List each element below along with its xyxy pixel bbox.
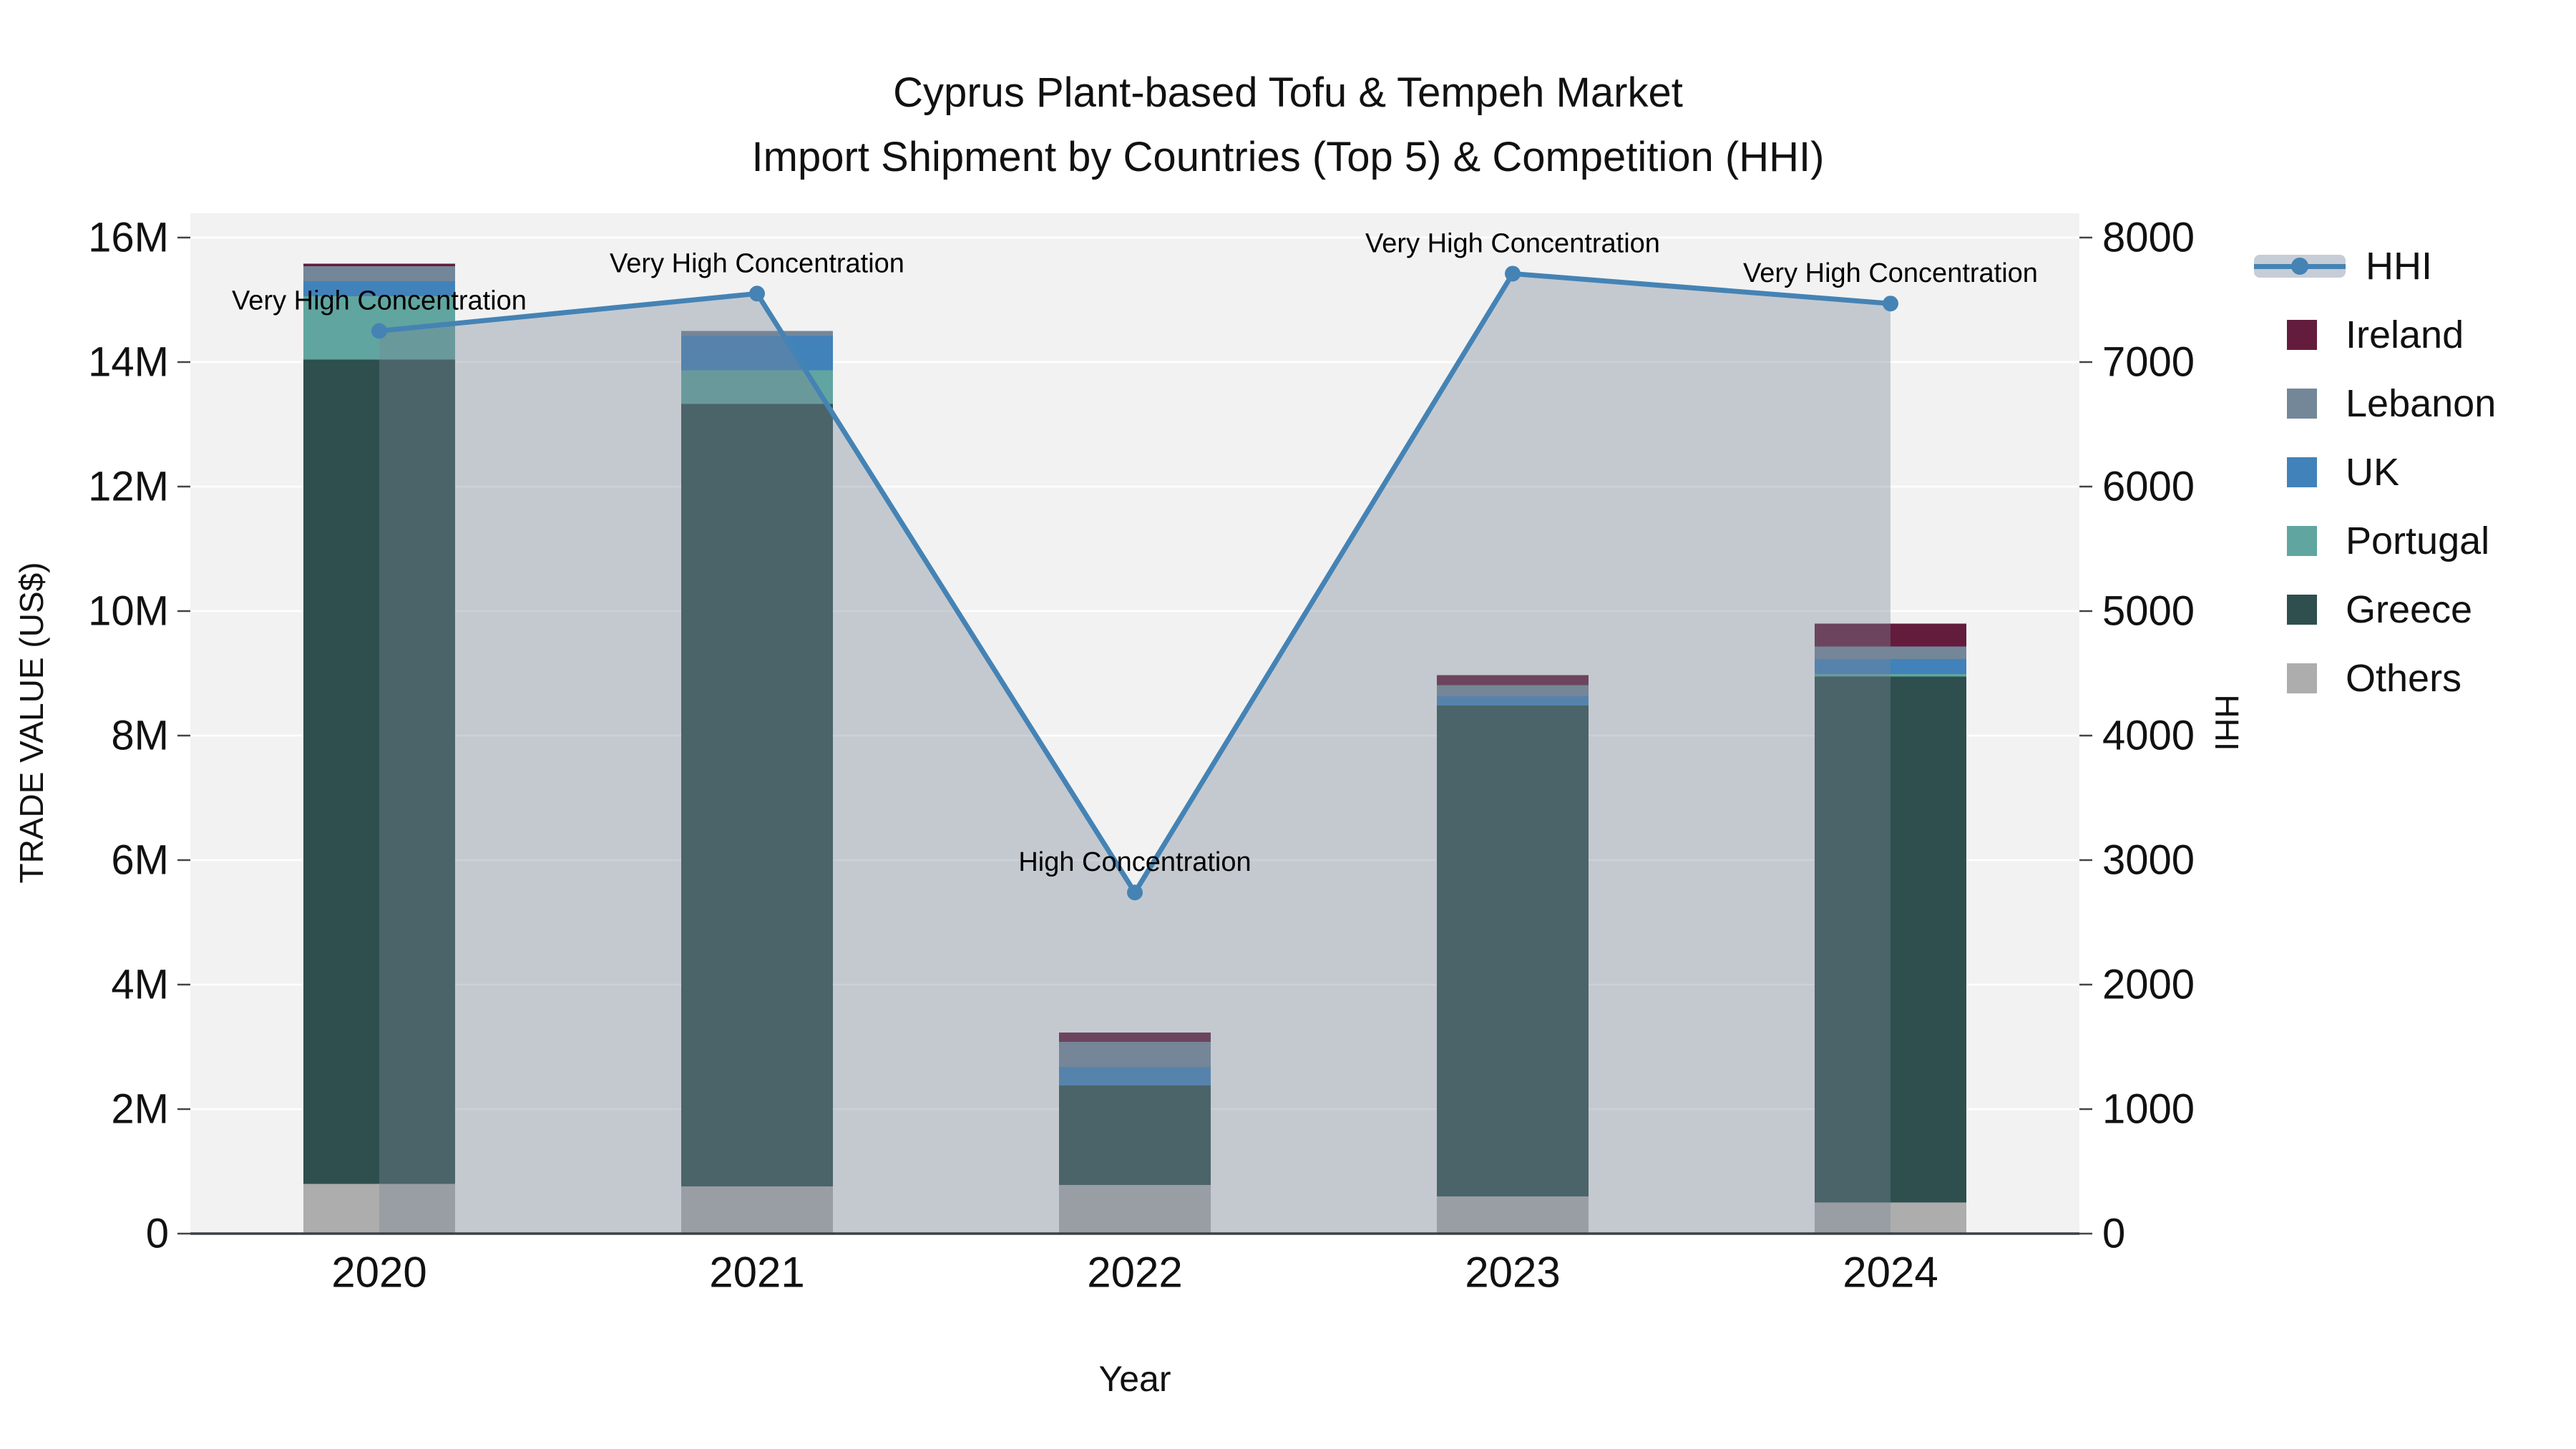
legend-swatch-greece [2287, 595, 2317, 625]
legend: HHI Ireland Lebanon UK Portugal Greece Others [2254, 245, 2497, 728]
annotation-2024: Very High Concentration [1743, 258, 2038, 288]
x-tick-label-2020: 2020 [331, 1249, 426, 1297]
hhi-marker-2022 [1127, 884, 1143, 901]
y-tick-label-right: 6000 [2102, 464, 2195, 510]
bar-segment-lebanon-2023 [1437, 685, 1589, 697]
legend-label-hhi: HHI [2366, 245, 2432, 288]
bar-segment-uk-2024 [1815, 658, 1966, 674]
chart-title-line1: Cyprus Plant-based Tofu & Tempeh Market [893, 69, 1683, 116]
bar-segment-others-2024 [1815, 1202, 1966, 1234]
y-tick-label-right: 1000 [2102, 1086, 2195, 1133]
legend-label-others: Others [2346, 657, 2462, 700]
legend-label-ireland: Ireland [2346, 313, 2464, 356]
bar-segment-uk-2021 [681, 336, 833, 371]
hhi-marker-2021 [749, 286, 765, 302]
y-tick-label-right: 3000 [2102, 837, 2195, 884]
bar-segment-others-2023 [1437, 1196, 1589, 1234]
bar-segment-greece-2021 [681, 404, 833, 1186]
y-tick-label-left: 12M [88, 464, 169, 510]
y-tick-label-right: 7000 [2102, 339, 2195, 386]
y-tick-label-left: 2M [111, 1086, 169, 1133]
bar-segment-others-2021 [681, 1186, 833, 1234]
annotation-2023: Very High Concentration [1365, 228, 1660, 258]
y-tick-label-right: 4000 [2102, 713, 2195, 759]
bar-segment-greece-2023 [1437, 706, 1589, 1196]
y-tick-label-right: 8000 [2102, 215, 2195, 261]
x-tick-label-2024: 2024 [1843, 1249, 1938, 1297]
y-tick-label-right: 2000 [2102, 962, 2195, 1008]
legend-label-uk: UK [2346, 451, 2400, 494]
y-tick-label-left: 10M [88, 588, 169, 635]
legend-hhi-line-icon [2254, 255, 2346, 278]
bar-segment-greece-2024 [1815, 676, 1966, 1203]
bar-segment-others-2020 [303, 1184, 455, 1234]
legend-swatch-portugal [2287, 526, 2317, 556]
hhi-marker-2023 [1505, 265, 1521, 282]
legend-item-hhi[interactable]: HHI [2254, 245, 2496, 288]
y-tick-label-left: 8M [111, 713, 169, 759]
annotation-2020: Very High Concentration [232, 286, 527, 316]
legend-label-greece: Greece [2346, 588, 2473, 631]
legend-swatch-uk [2287, 457, 2317, 487]
x-axis-title: Year [1098, 1359, 1171, 1399]
legend-swatch-ireland [2287, 320, 2317, 350]
legend-item-lebanon[interactable]: Lebanon [2254, 382, 2497, 425]
bar-segment-lebanon-2020 [303, 266, 455, 281]
bar-segment-ireland-2020 [303, 263, 455, 267]
annotation-2022: High Concentration [1018, 847, 1251, 877]
bar-segment-uk-2020 [303, 280, 455, 296]
y-tick-label-left: 16M [88, 215, 169, 261]
hhi-area-fill [379, 273, 1890, 1234]
legend-item-portugal[interactable]: Portugal [2254, 519, 2496, 562]
x-tick-label-2021: 2021 [709, 1249, 804, 1297]
bar-segment-ireland-2022 [1059, 1032, 1211, 1043]
legend-item-greece[interactable]: Greece [2254, 588, 2496, 631]
legend-item-others[interactable]: Others [2254, 657, 2496, 700]
annotation-2021: Very High Concentration [610, 248, 904, 278]
legend-label-portugal: Portugal [2346, 519, 2490, 562]
hhi-marker-2020 [371, 323, 387, 339]
y-tick-label-left: 0 [146, 1211, 169, 1257]
y-tick-label-left: 14M [88, 339, 169, 386]
chart-title-line2: Import Shipment by Countries (Top 5) & C… [751, 134, 1825, 180]
y-tick-label-right: 0 [2102, 1211, 2125, 1257]
legend-swatch-others [2287, 663, 2317, 693]
legend-swatch-lebanon [2287, 389, 2317, 419]
x-tick-label-2023: 2023 [1465, 1249, 1560, 1297]
y-axis-title-left: TRADE VALUE (US$) [13, 562, 50, 884]
y-tick-label-left: 6M [111, 837, 169, 884]
legend-item-uk[interactable]: UK [2254, 451, 2496, 494]
y-tick-label-left: 4M [111, 962, 169, 1008]
bar-segment-ireland-2024 [1815, 623, 1966, 647]
bar-segment-greece-2020 [303, 359, 455, 1184]
legend-item-ireland[interactable]: Ireland [2254, 313, 2496, 356]
bar-segment-others-2022 [1059, 1185, 1211, 1234]
bar-segment-lebanon-2022 [1059, 1042, 1211, 1067]
bar-segment-lebanon-2024 [1815, 646, 1966, 659]
bar-segment-ireland-2023 [1437, 675, 1589, 686]
y-tick-label-right: 5000 [2102, 588, 2195, 635]
bar-segment-portugal-2024 [1815, 673, 1966, 677]
hhi-marker-2024 [1883, 296, 1898, 312]
legend-hhi-marker-icon [2291, 258, 2308, 275]
bar-segment-greece-2022 [1059, 1085, 1211, 1186]
y-axis-title-right: HHI [2208, 694, 2245, 751]
bar-segment-lebanon-2021 [681, 331, 833, 336]
x-tick-label-2022: 2022 [1087, 1249, 1182, 1297]
legend-label-lebanon: Lebanon [2346, 382, 2497, 425]
bar-segment-uk-2023 [1437, 696, 1589, 706]
bar-segment-uk-2022 [1059, 1066, 1211, 1085]
